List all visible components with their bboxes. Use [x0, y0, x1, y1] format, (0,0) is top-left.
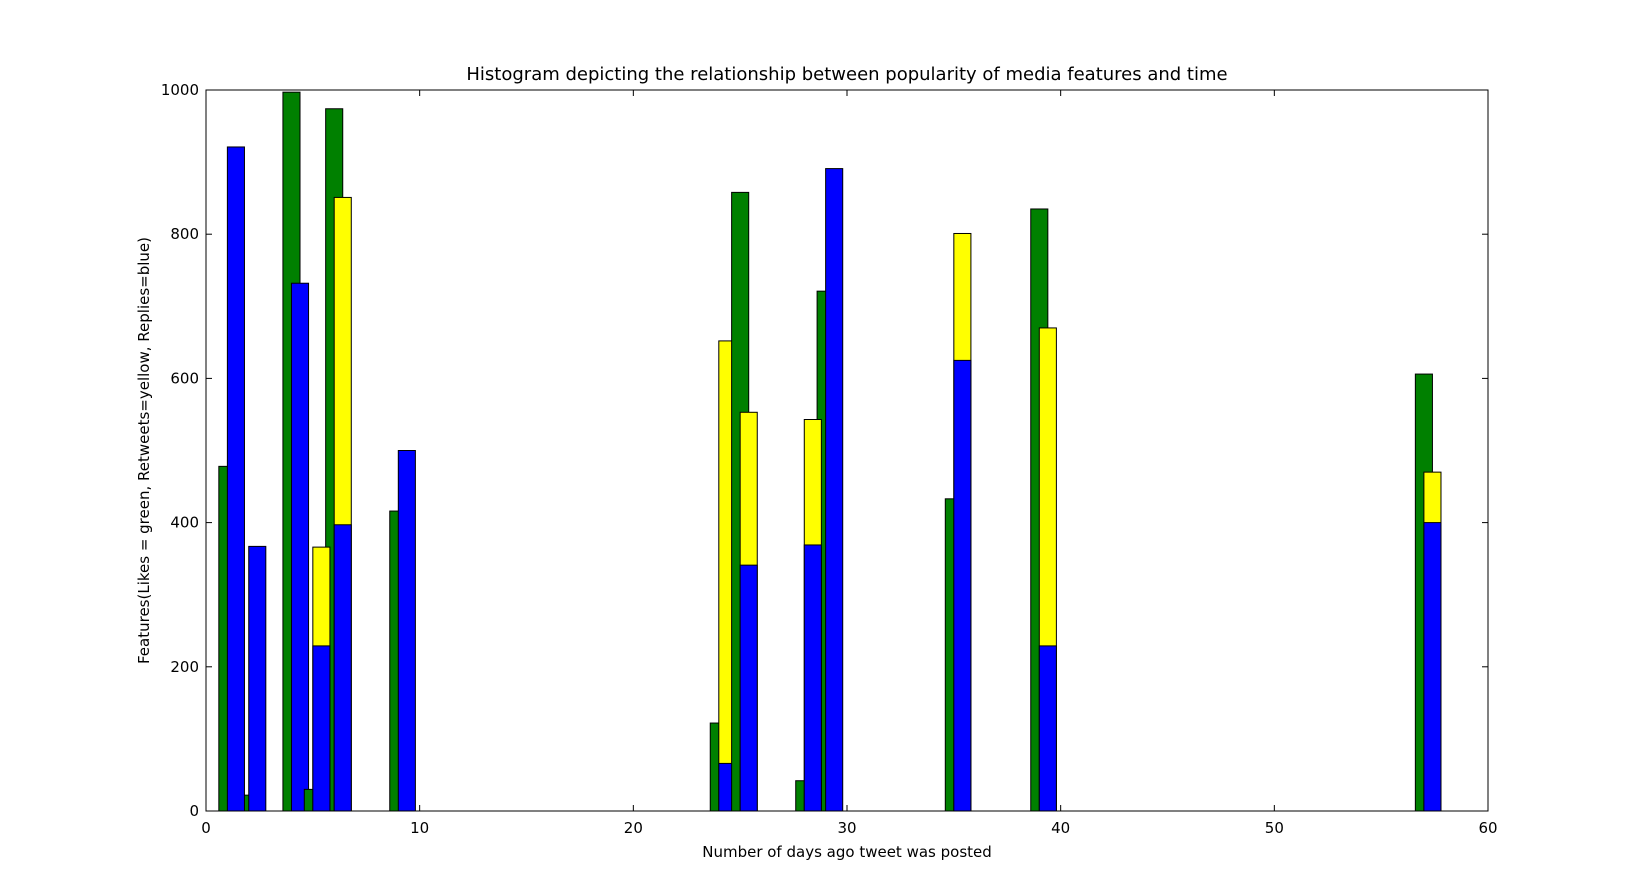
bar-replies-27 [953, 359, 972, 812]
bar-replies-9 [312, 645, 331, 812]
x-tick-label: 0 [201, 819, 211, 837]
bar-replies-23 [803, 544, 822, 812]
bar-replies-19 [739, 564, 758, 812]
bar-replies-5 [290, 282, 310, 812]
bar-replies-30 [1038, 645, 1057, 812]
bar-replies-11 [333, 524, 352, 812]
x-tick-label: 60 [1478, 819, 1497, 837]
bars-layer [218, 91, 1442, 812]
y-tick-label: 400 [170, 514, 199, 532]
bar-replies-2 [226, 146, 245, 812]
y-axis-label: Features(Likes = green, Retweets=yellow,… [135, 237, 153, 664]
x-tick-label: 40 [1051, 819, 1070, 837]
y-tick-label: 0 [189, 802, 199, 820]
x-tick-label: 20 [624, 819, 643, 837]
y-tick-label: 1000 [161, 81, 199, 99]
y-tick-label: 800 [170, 225, 199, 243]
bar-replies-3 [248, 545, 267, 812]
y-tick-label: 600 [170, 369, 199, 387]
x-tick-label: 30 [837, 819, 856, 837]
bar-replies-13 [397, 450, 416, 812]
x-axis-label: Number of days ago tweet was posted [702, 843, 992, 861]
chart-title: Histogram depicting the relationship bet… [466, 64, 1227, 85]
bar-replies-33 [1423, 522, 1442, 812]
x-tick-label: 10 [410, 819, 429, 837]
bar-replies-24 [825, 168, 844, 812]
x-tick-label: 50 [1265, 819, 1284, 837]
y-tick-label: 200 [170, 658, 199, 676]
